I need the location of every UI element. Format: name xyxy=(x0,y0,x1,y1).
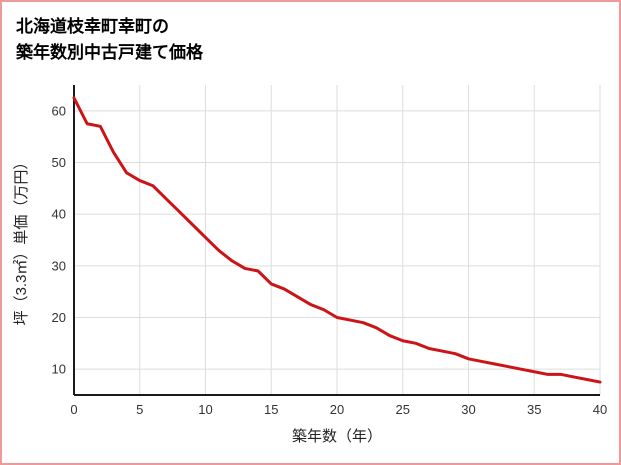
chart-title: 北海道枝幸町幸町の 築年数別中古戸建て価格 xyxy=(2,2,619,67)
x-tick-label: 10 xyxy=(198,402,212,417)
x-tick-label: 5 xyxy=(136,402,143,417)
y-tick-label: 40 xyxy=(52,207,66,222)
y-tick-label: 20 xyxy=(52,310,66,325)
y-tick-label: 10 xyxy=(52,362,66,377)
price-line-chart: 0 5 10 15 20 25 30 35 40 10 20 30 40 50 60 築年数（年） 坪（3.3㎡… xyxy=(2,72,619,462)
y-tick-label: 30 xyxy=(52,258,66,273)
y-tick-label: 50 xyxy=(52,155,66,170)
x-tick-label: 25 xyxy=(396,402,410,417)
x-tick-label: 20 xyxy=(330,402,344,417)
x-tick-label: 30 xyxy=(461,402,475,417)
y-axis-label: 坪（3.3㎡）単価（万円） xyxy=(13,155,30,326)
chart-title-line1: 北海道枝幸町幸町の xyxy=(16,17,169,36)
x-tick-label: 40 xyxy=(593,402,607,417)
x-axis-label: 築年数（年） xyxy=(292,427,382,445)
chart-canvas: 0 5 10 15 20 25 30 35 40 10 20 30 40 50 60 築年数（年） 坪（3.3㎡… xyxy=(13,85,607,445)
x-tick-label: 0 xyxy=(70,402,77,417)
chart-title-line2: 築年数別中古戸建て価格 xyxy=(16,43,203,63)
x-tick-label: 35 xyxy=(527,402,541,417)
y-tick-label: 60 xyxy=(52,103,66,118)
price-line xyxy=(72,96,602,384)
x-tick-label: 15 xyxy=(264,402,278,417)
